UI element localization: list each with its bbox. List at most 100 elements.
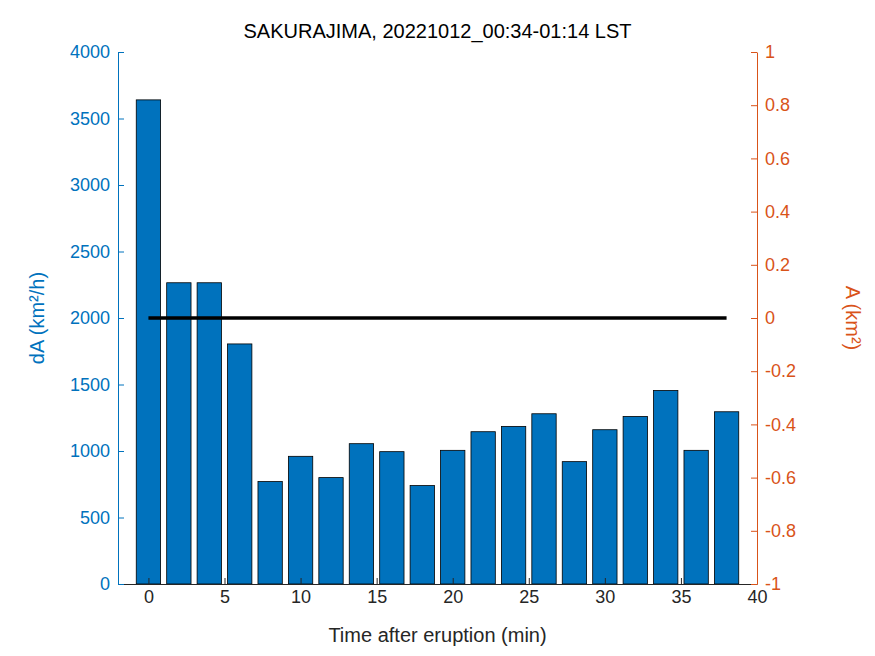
marks: [136, 100, 738, 584]
tick: 0: [144, 578, 154, 607]
bar: [623, 416, 647, 584]
tick: -0.2: [751, 361, 796, 381]
bar: [197, 283, 221, 584]
tick-mark: [118, 185, 124, 186]
tick-label: 20: [443, 587, 463, 607]
tick: 30: [595, 578, 615, 607]
tick: -0.6: [751, 468, 796, 488]
tick-mark: [118, 518, 124, 519]
tick-mark: [118, 451, 124, 452]
tick: 0.2: [751, 255, 790, 275]
bar: [380, 452, 404, 584]
plot-area: 0510152025303540050010001500200025003000…: [70, 42, 796, 607]
tick-mark: [681, 578, 682, 584]
tick: -1: [751, 574, 781, 594]
tick-label: 35: [671, 587, 691, 607]
bar: [714, 412, 738, 584]
tick-label: 1000: [70, 441, 110, 461]
tick-label: 0.2: [765, 255, 790, 275]
bar: [319, 478, 343, 584]
tick-mark: [751, 584, 757, 585]
tick: 3000: [70, 175, 124, 195]
tick-mark: [225, 578, 226, 584]
tick-mark: [377, 578, 378, 584]
bar: [532, 414, 556, 584]
tick-mark: [751, 424, 757, 425]
bar: [471, 432, 495, 584]
tick-mark: [751, 265, 757, 266]
bar: [593, 430, 617, 584]
line: [148, 316, 726, 320]
bar: [228, 344, 252, 584]
bar: [410, 486, 434, 584]
tick: 35: [671, 578, 691, 607]
tick-label: 15: [367, 587, 387, 607]
chart: 0510152025303540050010001500200025003000…: [0, 0, 875, 656]
tick: 1500: [70, 375, 124, 395]
bar: [136, 100, 160, 584]
tick-label: 0: [765, 308, 775, 328]
tick: 0.4: [751, 202, 790, 222]
tick: 3500: [70, 109, 124, 129]
tick-label: 0.4: [765, 202, 790, 222]
tick-label: 25: [519, 587, 539, 607]
bar: [258, 482, 282, 584]
tick-mark: [118, 52, 124, 53]
tick-label: 500: [80, 508, 110, 528]
tick-label: -0.4: [765, 415, 796, 435]
tick-mark: [118, 584, 124, 585]
tick: 25: [519, 578, 539, 607]
x-axis-title: Time after eruption (min): [328, 624, 546, 646]
tick-label: 1: [765, 42, 775, 62]
tick-label: 0.6: [765, 149, 790, 169]
tick: 20: [443, 578, 463, 607]
y2-axis-title: A (km²): [842, 286, 864, 350]
tick-mark: [118, 252, 124, 253]
tick: 5: [220, 578, 230, 607]
axis-line: [757, 53, 758, 585]
tick-label: 4000: [70, 42, 110, 62]
tick-mark: [605, 578, 606, 584]
bar: [441, 450, 465, 584]
tick: -0.8: [751, 521, 796, 541]
tick-label: -0.6: [765, 468, 796, 488]
tick: 10: [291, 578, 311, 607]
title: SAKURAJIMA, 20221012_00:34-01:14 LST: [243, 20, 631, 43]
y-axis-title: dA (km²/h): [26, 272, 48, 364]
tick-mark: [751, 531, 757, 532]
tick-label: 1500: [70, 375, 110, 395]
tick-mark: [751, 52, 757, 53]
tick-label: 3000: [70, 175, 110, 195]
tick: 1: [751, 42, 775, 62]
tick-label: -0.2: [765, 361, 796, 381]
tick-mark: [148, 578, 149, 584]
bar: [167, 283, 191, 584]
y2-axis: -1 -0.8 -0.6 -0.4 -0.2 0 0.2 0.4 0.6 0.8 1: [751, 42, 796, 594]
tick-label: 30: [595, 587, 615, 607]
tick: 1000: [70, 441, 124, 461]
axis-line: [119, 584, 758, 585]
tick-label: 2500: [70, 242, 110, 262]
bar: [684, 450, 708, 584]
tick-mark: [118, 318, 124, 319]
tick-label: 3500: [70, 109, 110, 129]
tick: -0.4: [751, 415, 796, 435]
tick-label: 0: [100, 574, 110, 594]
tick-mark: [529, 578, 530, 584]
y-axis: 0 500 1000 1500 2000 2500 3000 3500 4000: [70, 42, 124, 594]
tick: 0.8: [751, 95, 790, 115]
tick: 0.6: [751, 149, 790, 169]
tick-label: 0: [144, 587, 154, 607]
tick: 0: [100, 574, 124, 594]
tick-mark: [751, 158, 757, 159]
tick: 2000: [70, 308, 124, 328]
tick-mark: [751, 371, 757, 372]
tick-mark: [751, 105, 757, 106]
tick-label: 2000: [70, 308, 110, 328]
bar: [501, 426, 525, 584]
x-axis: 0510152025303540: [119, 578, 768, 607]
tick-mark: [751, 212, 757, 213]
tick-mark: [751, 478, 757, 479]
tick-mark: [453, 578, 454, 584]
tick-mark: [751, 318, 757, 319]
